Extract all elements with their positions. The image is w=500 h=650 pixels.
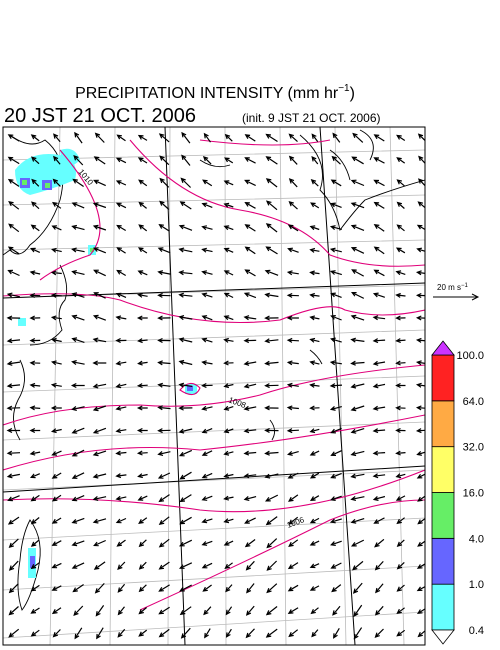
colorbar: 0.4 1.0 4.0 16.0 32.0 64.0 100.0 (431, 340, 484, 645)
reference-arrow (433, 293, 480, 301)
colorbar-label: 16.0 (463, 488, 484, 500)
colorbar-segment (431, 446, 455, 493)
colorbar-segment (431, 537, 455, 585)
colorbar-segment (431, 583, 455, 631)
reference-vector: 20 m s−1 (433, 283, 480, 301)
reference-exponent: −1 (461, 283, 469, 289)
colorbar-under (431, 629, 455, 645)
colorbar-segment (431, 400, 455, 448)
colorbar-label: 1.0 (469, 579, 484, 591)
map-frame (2, 126, 426, 646)
isobar-label: 1010 (76, 168, 95, 188)
reference-text: 20 m s (437, 283, 461, 292)
isobar-label: 1006 (286, 515, 306, 530)
reference-label: 20 m s−1 (437, 283, 469, 292)
isobars (3, 139, 425, 611)
coastlines (3, 129, 425, 611)
init-time: (init. 9 JST 21 OCT. 2006) (242, 111, 381, 125)
map: 1010 1008 1006 (2, 126, 426, 646)
colorbar-label: 32.0 (463, 442, 484, 454)
graticule-major (3, 127, 425, 645)
colorbar-label: 0.4 (469, 625, 484, 637)
time: 20 JST 21 OCT. 2006 (4, 105, 196, 127)
title: PRECIPITATION INTENSITY (mm hr−1) (75, 83, 355, 102)
precip-moderate (20, 178, 193, 568)
colorbar-label: 100.0 (456, 350, 484, 362)
title-exponent: −1 (338, 83, 350, 94)
graticule (3, 127, 425, 645)
colorbar-label: 64.0 (463, 396, 484, 408)
colorbar-label: 4.0 (469, 533, 484, 545)
title-text: PRECIPITATION INTENSITY (mm hr (75, 85, 339, 102)
colorbar-over (431, 340, 455, 356)
colorbar-segment (431, 354, 455, 402)
colorbar-segment (431, 492, 455, 539)
title-close: ) (350, 85, 355, 102)
wind-arrows (6, 131, 425, 640)
precip-heavy (22, 180, 94, 252)
